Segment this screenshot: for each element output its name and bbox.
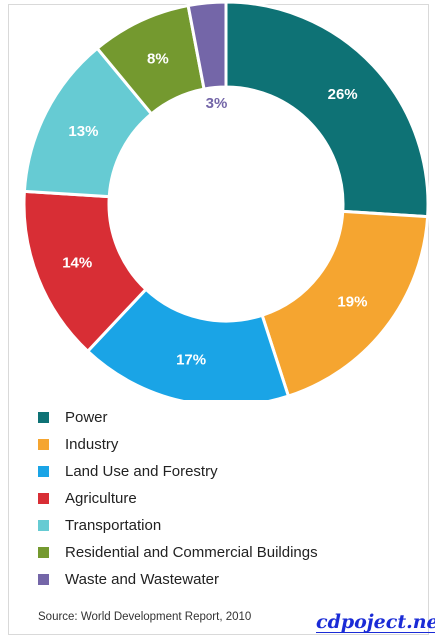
- legend-label: Industry: [65, 436, 119, 453]
- slice-label: 8%: [147, 51, 169, 68]
- slice-waste-and-wastewater: [186, 0, 228, 91]
- legend-swatch: [38, 547, 49, 558]
- legend-swatch: [38, 493, 49, 504]
- chart-legend: Power Industry Land Use and Forestry Agricu…: [38, 404, 318, 593]
- legend-swatch: [38, 466, 49, 477]
- legend-label: Land Use and Forestry: [65, 463, 218, 480]
- slice-power: [224, 0, 430, 219]
- chart-source: Source: World Development Report, 2010: [38, 611, 252, 623]
- legend-swatch: [38, 439, 49, 450]
- legend-item: Power: [38, 404, 318, 431]
- donut-chart: 26% 19% 17% 14% 13% 8% 3%: [22, 0, 430, 400]
- legend-item: Industry: [38, 431, 318, 458]
- legend-swatch: [38, 520, 49, 531]
- legend-label: Residential and Commercial Buildings: [65, 544, 318, 561]
- legend-item: Transportation: [38, 512, 318, 539]
- legend-swatch: [38, 574, 49, 585]
- legend-item: Land Use and Forestry: [38, 458, 318, 485]
- legend-label: Waste and Wastewater: [65, 571, 219, 588]
- slice-label: 17%: [176, 352, 206, 369]
- legend-label: Agriculture: [65, 490, 137, 507]
- slice-industry: [260, 209, 430, 399]
- slice-label: 3%: [206, 95, 228, 112]
- legend-item: Residential and Commercial Buildings: [38, 539, 318, 566]
- slice-label: 19%: [337, 294, 367, 311]
- legend-item: Waste and Wastewater: [38, 566, 318, 593]
- slice-label: 13%: [68, 123, 98, 140]
- slice-land-use-and-forestry: [85, 287, 291, 400]
- legend-item: Agriculture: [38, 485, 318, 512]
- legend-label: Power: [65, 409, 108, 426]
- watermark: cdpoject.net: [316, 612, 435, 633]
- slice-label: 26%: [328, 86, 358, 103]
- slice-label: 14%: [62, 254, 92, 271]
- legend-label: Transportation: [65, 517, 162, 534]
- legend-swatch: [38, 412, 49, 423]
